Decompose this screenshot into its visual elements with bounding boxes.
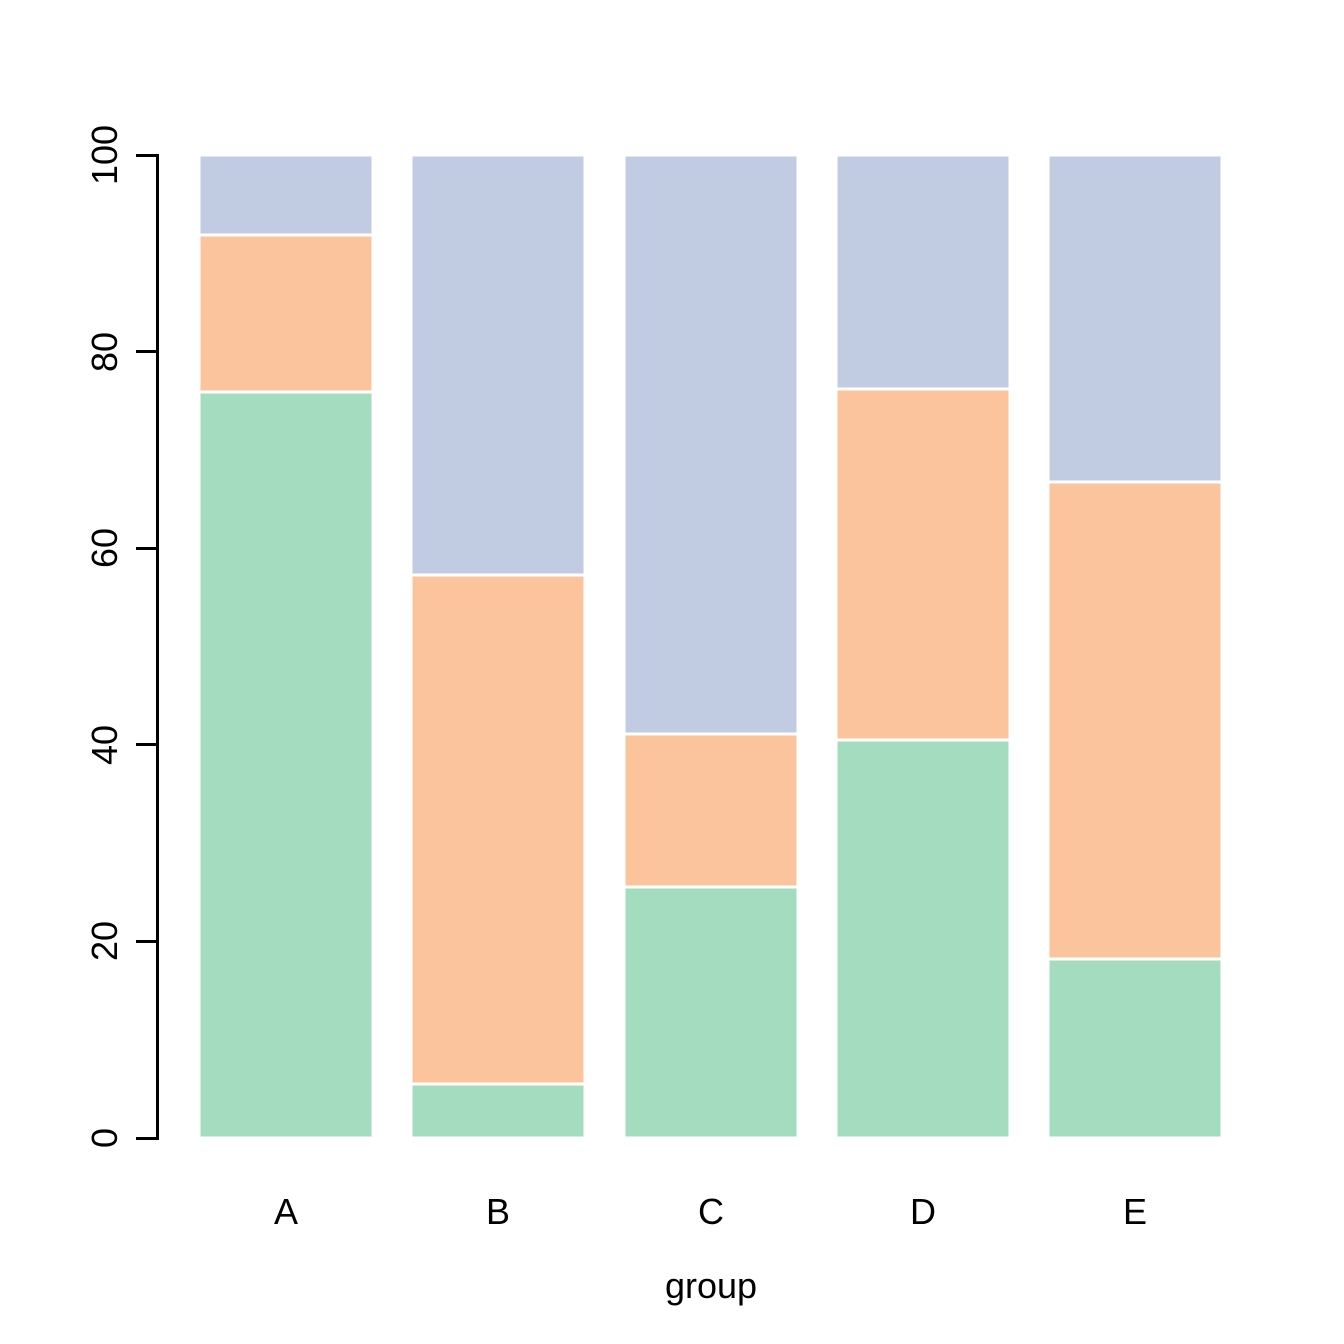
x-axis-title: group xyxy=(664,1265,758,1306)
y-tick-label: 100 xyxy=(84,124,125,186)
bar-segment-D-series2 xyxy=(836,388,1010,740)
bar-segment-D-series3 xyxy=(836,155,1010,389)
y-tick-mark xyxy=(136,546,156,550)
x-category-label-C: C xyxy=(698,1191,724,1232)
bar-segment-A-series2 xyxy=(199,234,373,392)
bar-segment-B-series1 xyxy=(411,1083,585,1138)
y-tick-label: 0 xyxy=(84,1127,125,1149)
y-tick-mark xyxy=(136,743,156,747)
bar-segment-C-series1 xyxy=(624,887,798,1138)
y-tick-mark xyxy=(136,1136,156,1140)
y-tick-label: 80 xyxy=(84,331,125,372)
bar-segment-A-series1 xyxy=(199,391,373,1138)
y-tick-label: 20 xyxy=(84,921,125,962)
stacked-bar-D xyxy=(836,155,1010,1138)
x-category-label-A: A xyxy=(273,1191,299,1232)
bar-segment-A-series3 xyxy=(199,155,373,235)
bar-segment-E-series1 xyxy=(1048,959,1222,1138)
y-tick-mark xyxy=(136,153,156,157)
x-category-label-D: D xyxy=(910,1191,936,1232)
stacked-bar-C xyxy=(624,155,798,1138)
stacked-bar-A xyxy=(199,155,373,1138)
stacked-bar-E xyxy=(1048,155,1222,1138)
bar-segment-E-series2 xyxy=(1048,482,1222,960)
y-tick-mark xyxy=(136,939,156,943)
y-axis-line xyxy=(156,154,159,1140)
x-category-label-B: B xyxy=(485,1191,511,1232)
y-tick-mark xyxy=(136,350,156,354)
y-tick-label: 60 xyxy=(84,528,125,569)
bar-segment-C-series3 xyxy=(624,155,798,734)
stacked-bar-B xyxy=(411,155,585,1138)
y-tick-label: 40 xyxy=(84,724,125,765)
bar-segment-B-series3 xyxy=(411,155,585,575)
bar-segment-E-series3 xyxy=(1048,155,1222,483)
bar-segment-C-series2 xyxy=(624,733,798,888)
x-category-label-E: E xyxy=(1122,1191,1148,1232)
bar-segment-B-series2 xyxy=(411,574,585,1084)
bar-segment-D-series1 xyxy=(836,739,1010,1138)
